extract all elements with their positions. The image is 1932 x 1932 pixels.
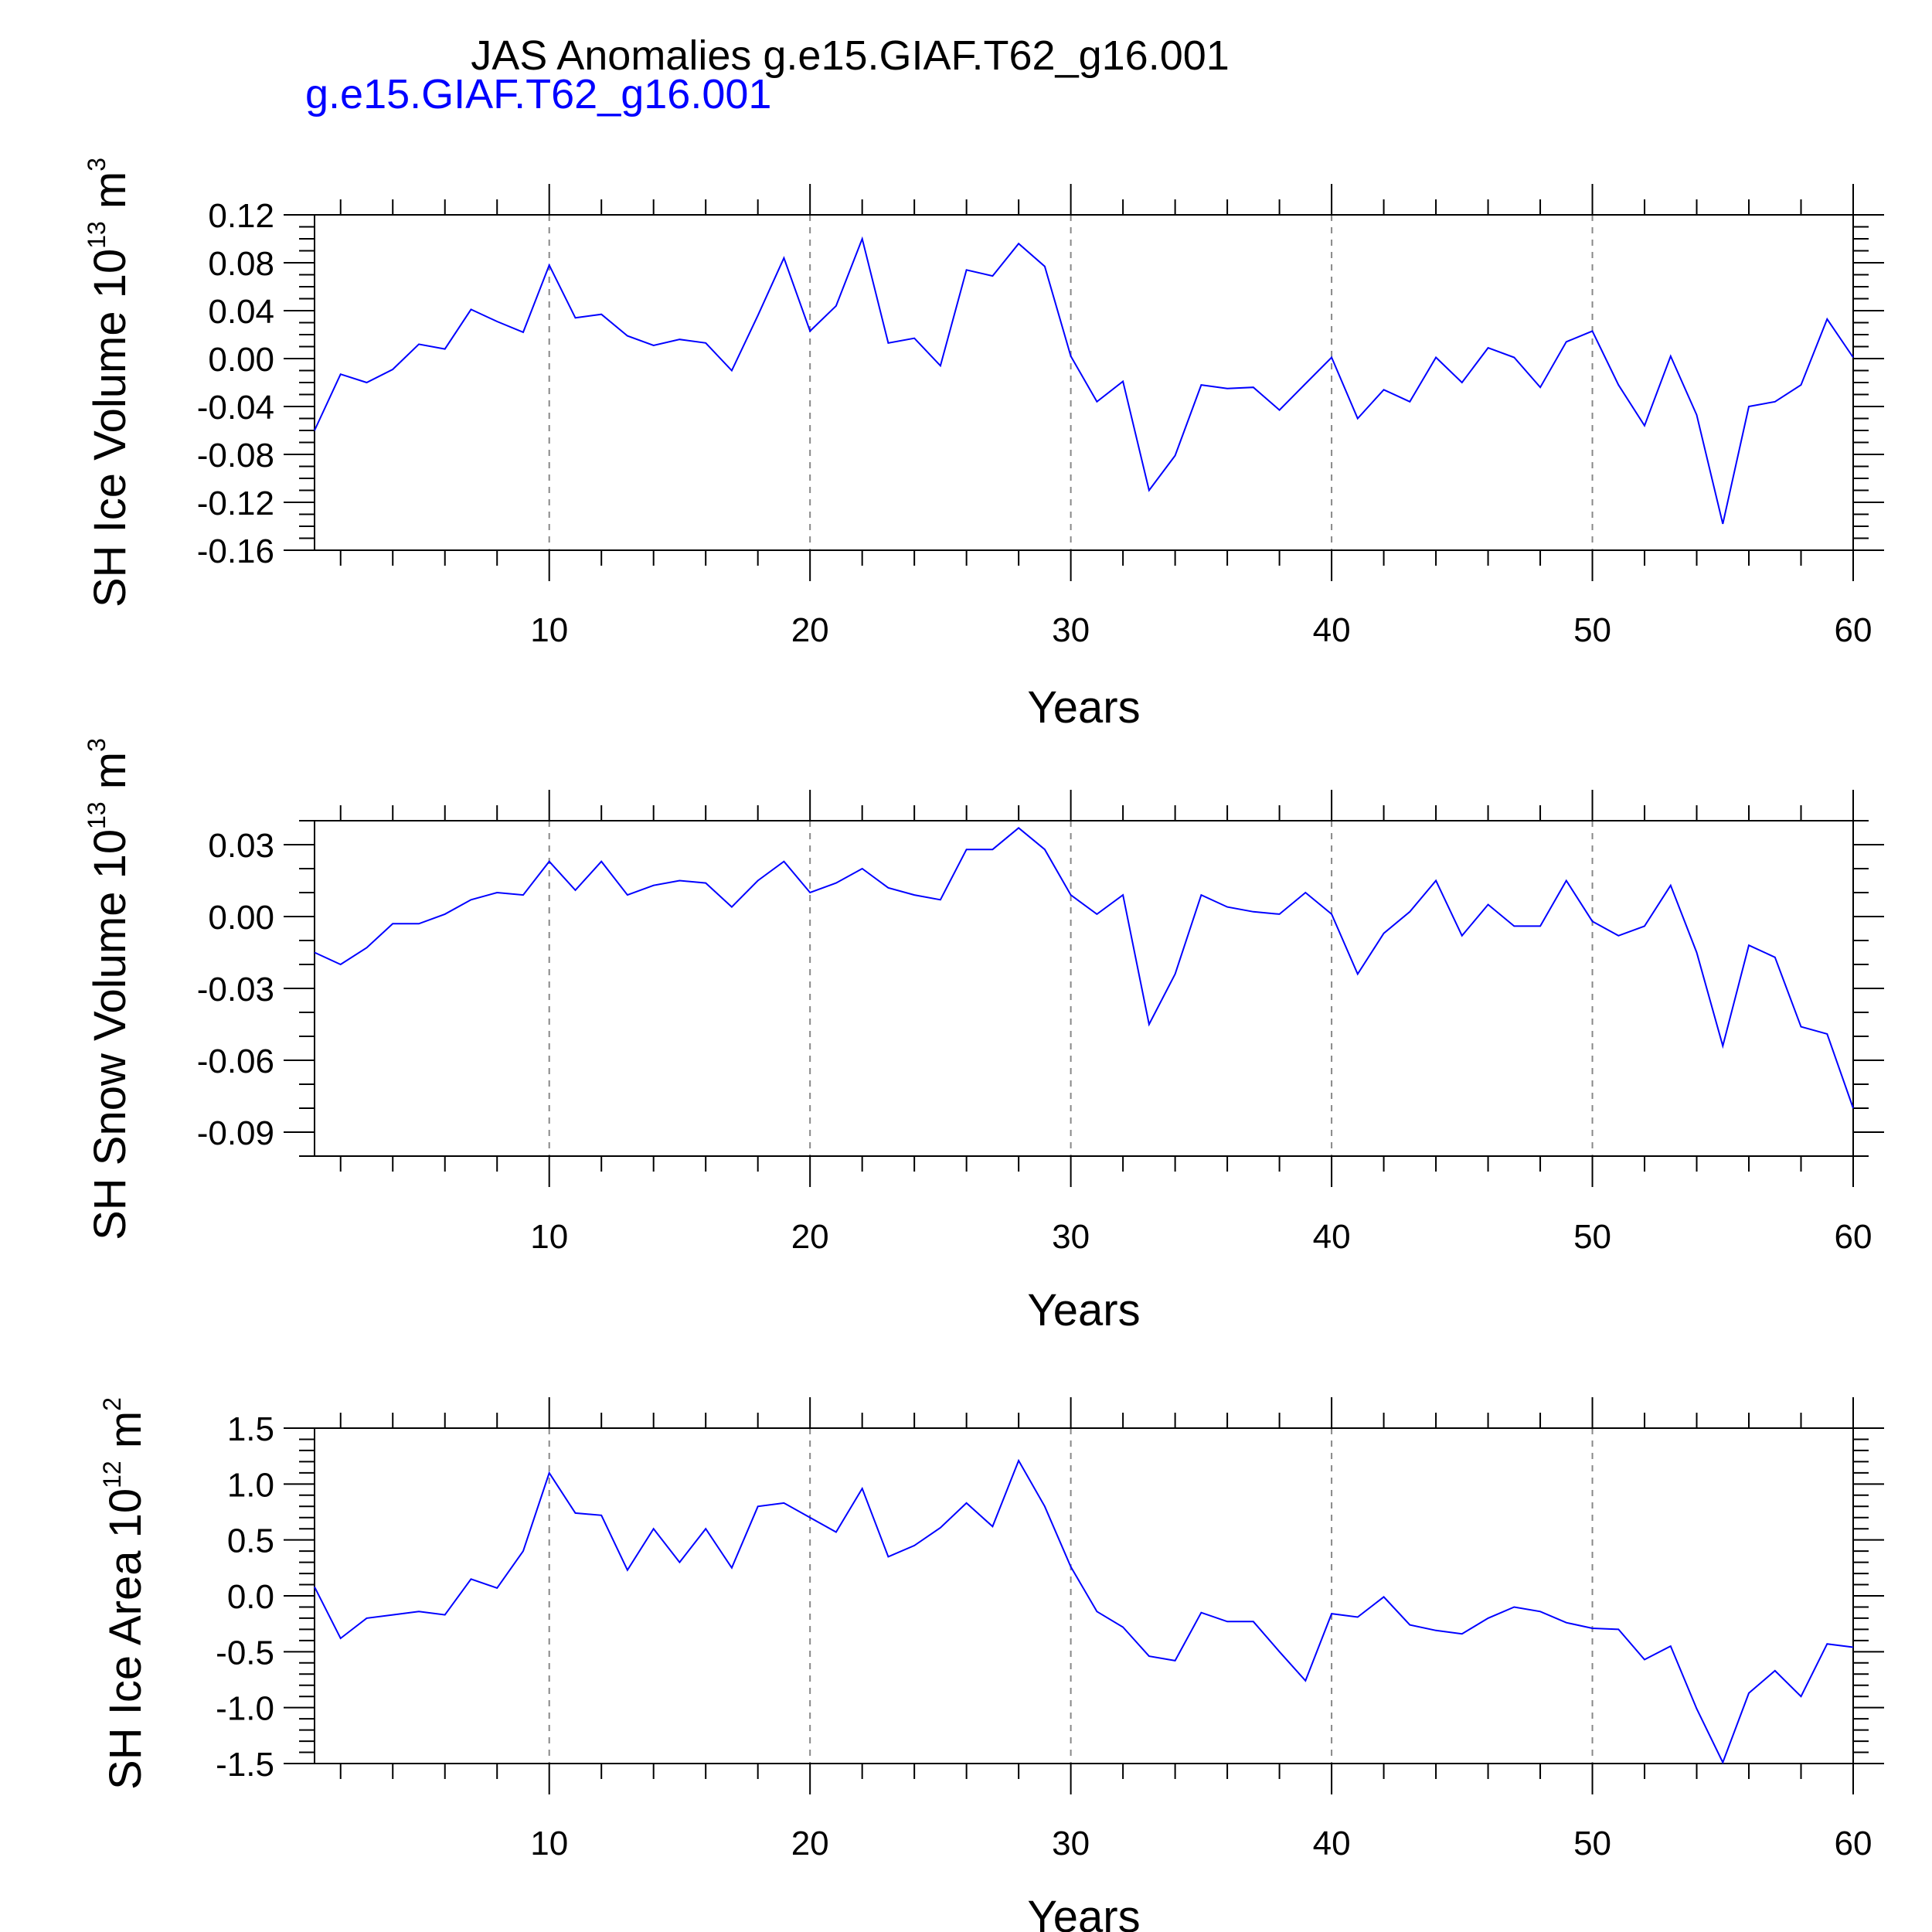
plot-frame [314, 1427, 1854, 1764]
panel-2: 10 20 30 40 50 60 0.03 0.00 -0.03 -0.06 -0.09 Years… [83, 738, 1884, 1335]
x-tick-label: 60 [1835, 611, 1872, 649]
y-axis-title-exponent: 13 [83, 221, 111, 249]
y-tick-label: -0.12 [197, 485, 274, 522]
x-axis-title: Years [1027, 682, 1140, 733]
series-line [314, 827, 1854, 1109]
y-tick-label: 0.00 [208, 341, 274, 379]
x-tick-label: 50 [1573, 1218, 1611, 1256]
y-axis-title-unit-exponent: 3 [83, 158, 111, 172]
y-tick-label: 0.5 [227, 1522, 274, 1560]
y-axis-title-unit: m [85, 172, 135, 221]
y-axis-title: SH Snow Volume 1013 m3 [83, 738, 135, 1240]
y-tick-label: -0.09 [197, 1114, 274, 1152]
x-tick-label: 30 [1052, 1218, 1090, 1256]
x-tick-label: 40 [1313, 1218, 1351, 1256]
y-axis-title-unit-exponent: 3 [83, 738, 111, 752]
y-tick-label: -0.5 [216, 1634, 274, 1672]
plot-frame [314, 820, 1854, 1157]
y-tick-label: 0.12 [208, 197, 274, 235]
y-axis-title-main: SH Snow Volume 10 [85, 829, 135, 1240]
chart-title: JAS Anomalies g.e15.GIAF.T62_g16.001 [471, 32, 1230, 79]
x-tick-label: 60 [1835, 1218, 1872, 1256]
y-tick-label: 0.04 [208, 293, 274, 331]
panels: 10 20 30 40 50 60 0.12 0.08 0.04 0.00 -0.04 -0.08 -0… [83, 158, 1884, 1932]
y-axis-title-main: SH Ice Area 10 [100, 1488, 151, 1790]
y-tick-label: -1.5 [216, 1746, 274, 1784]
y-tick-label: -0.16 [197, 532, 274, 570]
y-tick-label: -0.08 [197, 437, 274, 474]
y-tick-label: -0.04 [197, 389, 274, 427]
x-tick-label: 10 [530, 1825, 568, 1862]
y-tick-label: 0.0 [227, 1578, 274, 1616]
y-axis-title-main: SH Ice Volume 10 [85, 249, 135, 607]
y-tick-label: 0.03 [208, 827, 274, 865]
plot-frame [314, 214, 1854, 551]
y-tick-label: -1.0 [216, 1690, 274, 1728]
y-tick-label: 1.0 [227, 1466, 274, 1504]
panel-1: 10 20 30 40 50 60 0.12 0.08 0.04 0.00 -0.04 -0.08 -0… [83, 158, 1884, 733]
x-tick-label: 10 [530, 611, 568, 649]
y-tick-label: 0.08 [208, 245, 274, 283]
y-axis-title-unit-exponent: 2 [98, 1397, 126, 1411]
y-axis-title: SH Ice Area 1012 m2 [98, 1397, 151, 1790]
x-tick-label: 50 [1573, 1825, 1611, 1862]
legend-label: g.e15.GIAF.T62_g16.001 [305, 71, 771, 117]
x-tick-label: 40 [1313, 1825, 1351, 1862]
x-tick-label: 20 [791, 1825, 829, 1862]
x-tick-label: 30 [1052, 1825, 1090, 1862]
x-tick-label: 30 [1052, 611, 1090, 649]
x-tick-label: 60 [1835, 1825, 1872, 1862]
y-axis-title-unit: m [100, 1411, 151, 1461]
x-tick-label: 20 [791, 1218, 829, 1256]
panel-3: 10 20 30 40 50 60 1.5 1.0 0.5 0.0 -0.5 -1.0 -1.5 Year… [98, 1397, 1884, 1932]
y-tick-label: -0.06 [197, 1043, 274, 1080]
y-tick-label: 1.5 [227, 1410, 274, 1448]
y-tick-label: -0.03 [197, 971, 274, 1009]
x-tick-label: 10 [530, 1218, 568, 1256]
x-tick-label: 40 [1313, 611, 1351, 649]
series-line [314, 236, 1854, 525]
y-axis-title: SH Ice Volume 1013 m3 [83, 158, 135, 607]
x-tick-label: 20 [791, 611, 829, 649]
y-tick-label: 0.00 [208, 899, 274, 937]
y-axis-title-exponent: 13 [83, 801, 111, 829]
series-line [314, 1458, 1854, 1765]
x-axis-title: Years [1027, 1892, 1140, 1932]
y-axis-title-unit: m [85, 752, 135, 801]
x-axis-title: Years [1027, 1285, 1140, 1335]
x-tick-label: 50 [1573, 611, 1611, 649]
y-axis-title-exponent: 12 [98, 1461, 126, 1488]
